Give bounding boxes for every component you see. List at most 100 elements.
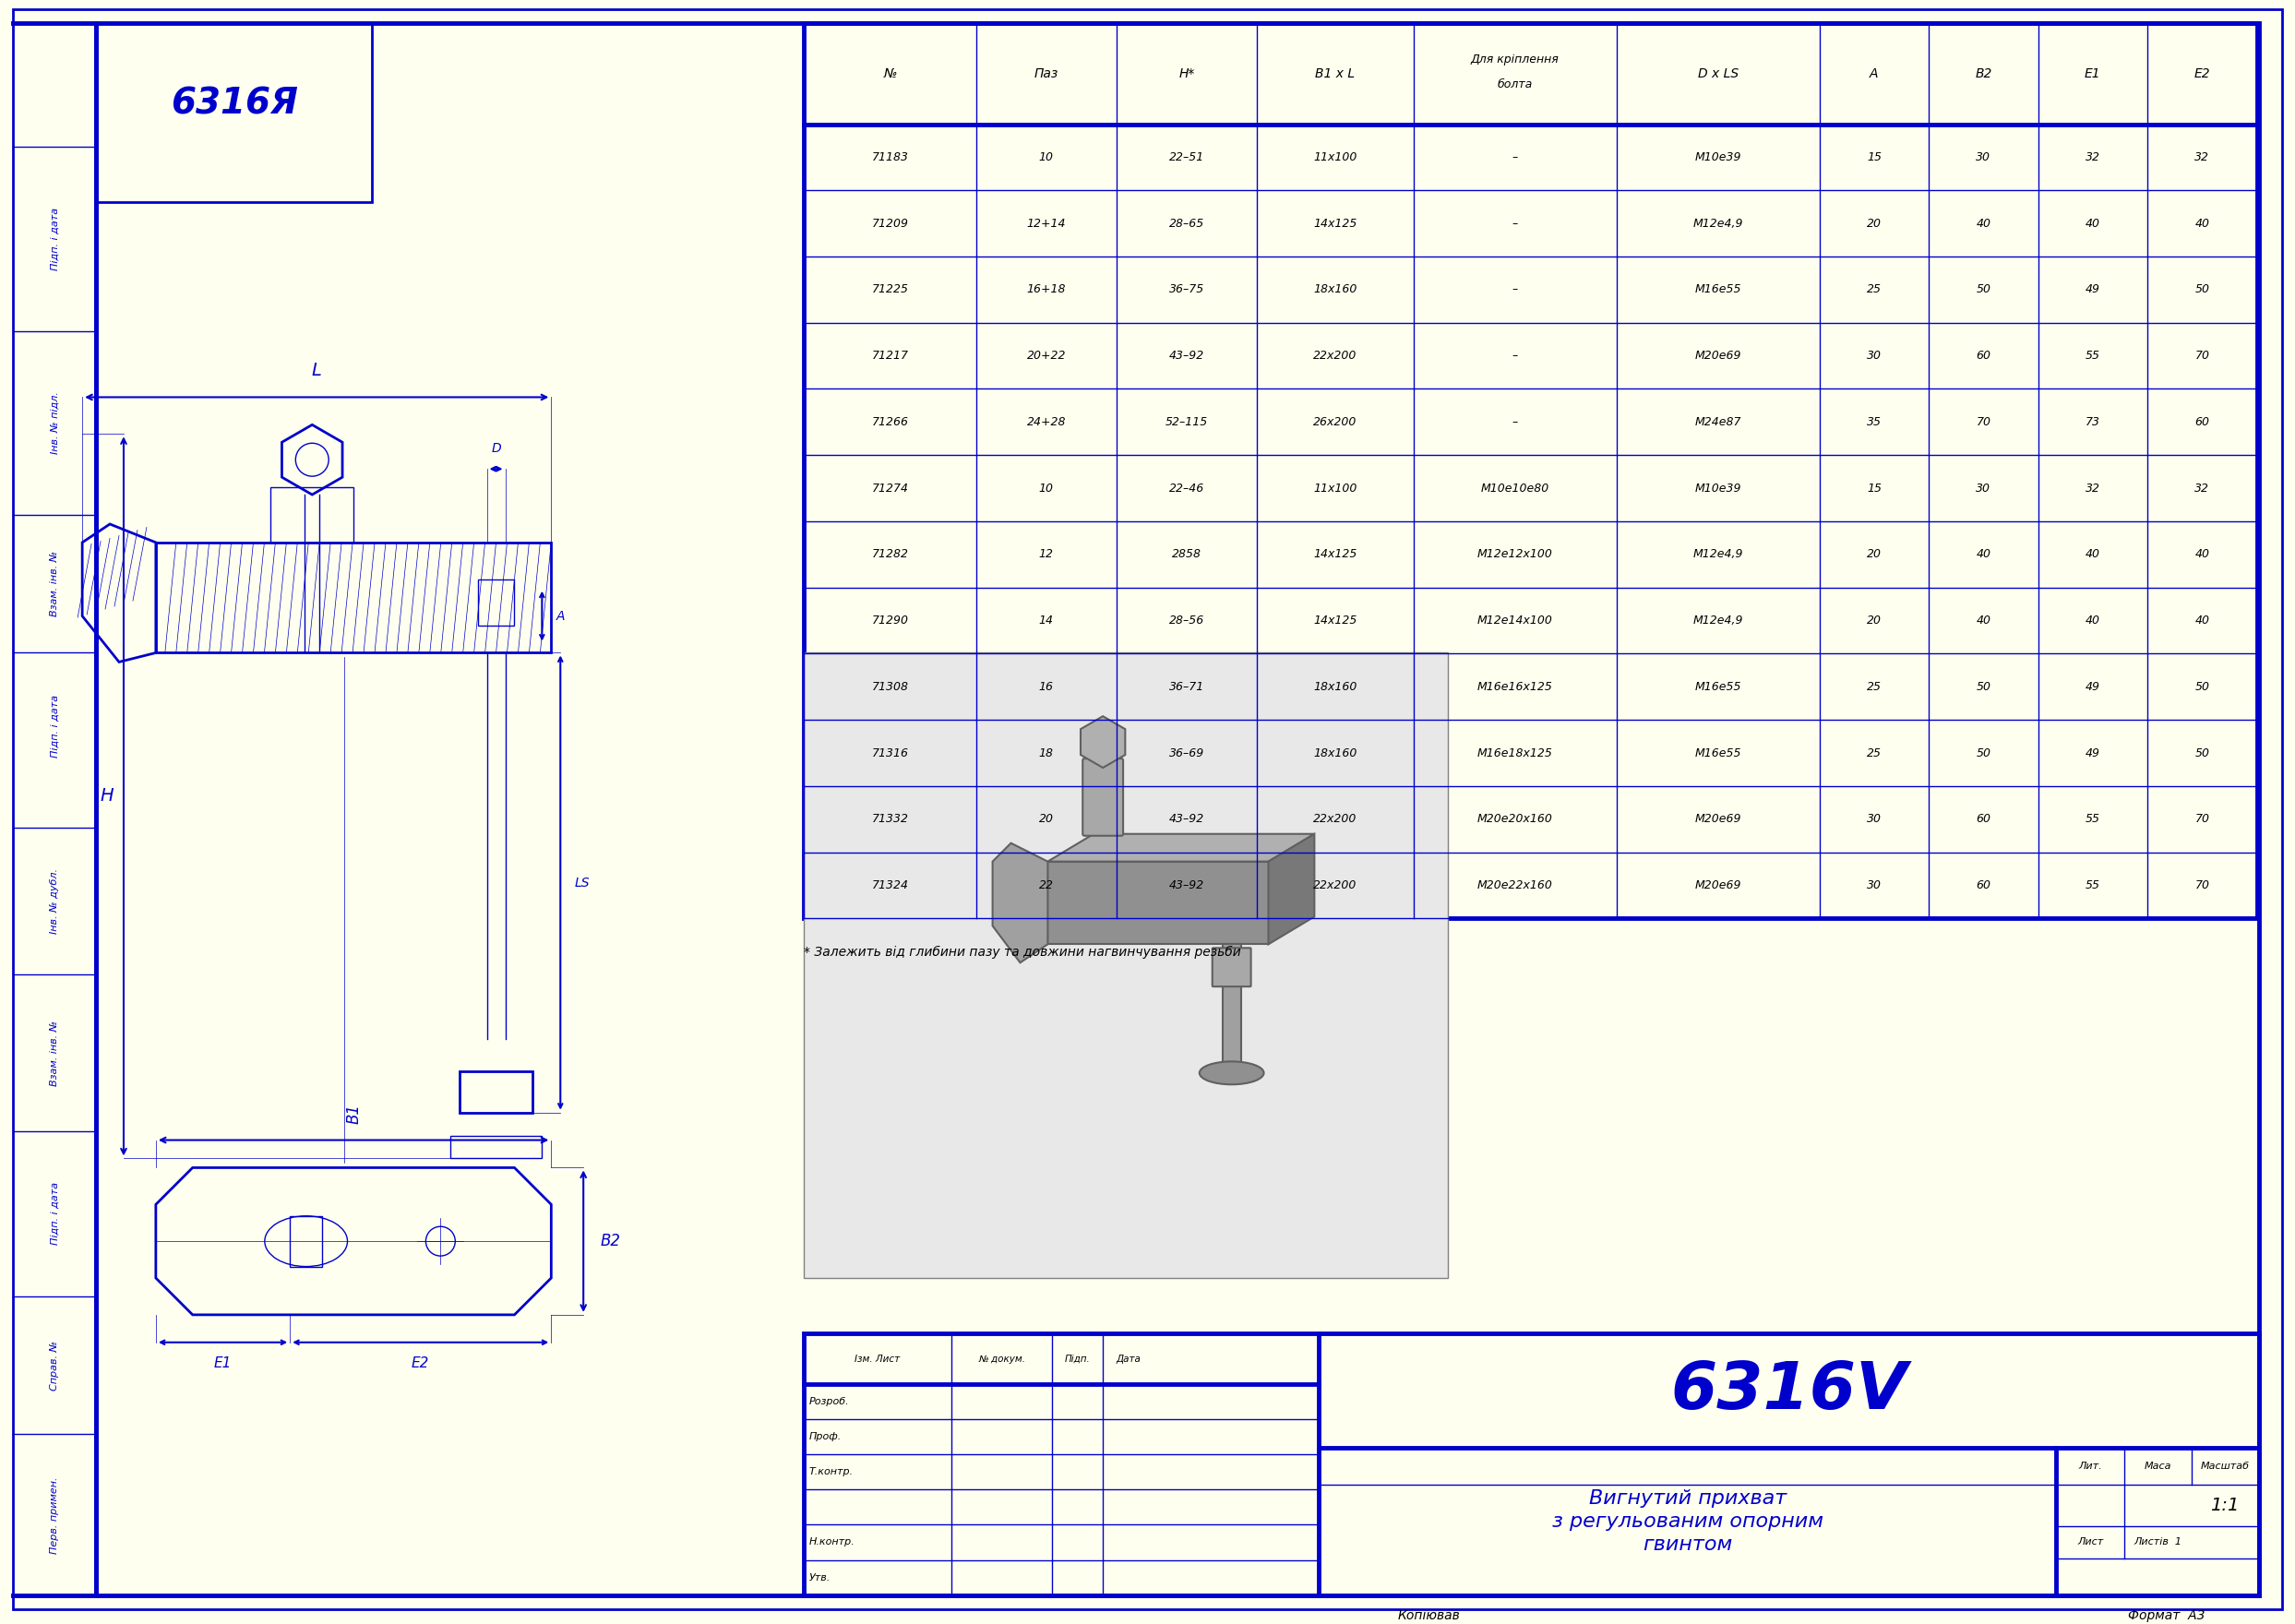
Ellipse shape [1200, 1062, 1265, 1085]
Bar [803, 23, 2256, 919]
Text: 70: 70 [1976, 416, 1990, 429]
Text: 25: 25 [1866, 284, 1882, 296]
Text: 30: 30 [1866, 880, 1882, 892]
Text: 71332: 71332 [872, 814, 909, 825]
Text: Інв. № підл.: Інв. № підл. [50, 391, 60, 455]
Text: Для кріплення: Для кріплення [1471, 54, 1558, 65]
Text: H: H [101, 788, 115, 806]
Text: Паз: Паз [1035, 67, 1058, 80]
Bar [459, 1072, 532, 1112]
Text: Взам. інв. №: Взам. інв. № [50, 551, 60, 617]
Text: 60: 60 [2194, 416, 2210, 429]
Text: 10: 10 [1040, 482, 1053, 494]
Text: 71183: 71183 [872, 151, 909, 164]
Text: 22х200: 22х200 [1313, 349, 1356, 362]
Text: 6316Я: 6316Я [170, 86, 298, 120]
Text: 60: 60 [1976, 349, 1990, 362]
Text: 50: 50 [1976, 747, 1990, 758]
Bar [289, 1216, 321, 1267]
Text: B2: B2 [599, 1233, 620, 1249]
Text: 35: 35 [1866, 416, 1882, 429]
Text: 50: 50 [2194, 284, 2210, 296]
Bar [156, 542, 551, 653]
Text: 40: 40 [1976, 614, 1990, 627]
Text: 14х125: 14х125 [1313, 614, 1356, 627]
Text: Підп. і дата: Підп. і дата [50, 695, 60, 758]
Text: з регульованим опорним: з регульованим опорним [1551, 1512, 1822, 1531]
Text: 71282: 71282 [872, 549, 909, 560]
Text: D: D [491, 442, 500, 455]
Text: 49: 49 [2086, 680, 2100, 693]
Text: Ізм. Лист: Ізм. Лист [856, 1354, 900, 1364]
Text: Вигнутий прихват: Вигнутий прихват [1588, 1489, 1786, 1509]
Text: 50: 50 [2194, 680, 2210, 693]
Text: M16е16х125: M16е16х125 [1478, 680, 1554, 693]
Text: 49: 49 [2086, 747, 2100, 758]
Text: 50: 50 [1976, 680, 1990, 693]
Text: Перв. примен.: Перв. примен. [50, 1476, 60, 1554]
Text: L: L [312, 361, 321, 378]
Text: 11х100: 11х100 [1313, 151, 1356, 164]
Text: 71324: 71324 [872, 880, 909, 892]
Text: 50: 50 [2194, 747, 2210, 758]
Text: Справ. №: Справ. № [50, 1340, 60, 1390]
Text: 26х200: 26х200 [1313, 416, 1356, 429]
Text: 71308: 71308 [872, 680, 909, 693]
Text: 20: 20 [1866, 218, 1882, 229]
Text: 25: 25 [1866, 680, 1882, 693]
Bar [271, 487, 353, 542]
Text: № докум.: № докум. [978, 1354, 1026, 1364]
Text: 52–115: 52–115 [1166, 416, 1207, 429]
Text: 70: 70 [2194, 349, 2210, 362]
Text: 30: 30 [1866, 349, 1882, 362]
Text: A: A [555, 609, 565, 622]
Text: 15: 15 [1866, 151, 1882, 164]
Text: 36–75: 36–75 [1168, 284, 1205, 296]
Text: M12е4,9: M12е4,9 [1694, 614, 1744, 627]
Text: Підп.: Підп. [1065, 1354, 1090, 1364]
Text: Т.контр.: Т.контр. [808, 1466, 854, 1476]
Text: Лист: Лист [2077, 1538, 2102, 1548]
Text: M24е87: M24е87 [1694, 416, 1742, 429]
Text: 14: 14 [1040, 614, 1053, 627]
Text: 11х100: 11х100 [1313, 482, 1356, 494]
Text: 55: 55 [2086, 880, 2100, 892]
Text: 71225: 71225 [872, 284, 909, 296]
Text: Копіював: Копіював [1398, 1609, 1460, 1622]
Text: Масштаб: Масштаб [2201, 1462, 2249, 1471]
Text: 49: 49 [2086, 284, 2100, 296]
Text: Проф.: Проф. [808, 1432, 842, 1440]
Text: 60: 60 [1976, 814, 1990, 825]
FancyBboxPatch shape [1212, 948, 1251, 986]
Text: 40: 40 [2086, 218, 2100, 229]
Text: Підп. і дата: Підп. і дата [50, 1182, 60, 1246]
Text: B1 x L: B1 x L [1315, 67, 1354, 80]
Text: M16е18х125: M16е18х125 [1478, 747, 1554, 758]
Polygon shape [1049, 833, 1315, 861]
Text: 30: 30 [1976, 151, 1990, 164]
Text: M20е22х160: M20е22х160 [1478, 880, 1554, 892]
Text: –: – [1512, 349, 1517, 362]
Text: M12е14х100: M12е14х100 [1478, 614, 1554, 627]
Text: E1: E1 [2084, 67, 2100, 80]
Polygon shape [1049, 861, 1269, 944]
Text: 30: 30 [1976, 482, 1990, 494]
Text: 28–65: 28–65 [1168, 218, 1205, 229]
Text: 40: 40 [2194, 549, 2210, 560]
Text: 32: 32 [2194, 482, 2210, 494]
Text: Листів  1: Листів 1 [2134, 1538, 2183, 1548]
Text: 40: 40 [2194, 218, 2210, 229]
Text: 22х200: 22х200 [1313, 814, 1356, 825]
Text: 40: 40 [2086, 549, 2100, 560]
Text: D x LS: D x LS [1698, 67, 1737, 80]
Text: B2: B2 [1976, 67, 1992, 80]
Text: 71274: 71274 [872, 482, 909, 494]
Text: 70: 70 [2194, 880, 2210, 892]
Text: 14х125: 14х125 [1313, 218, 1356, 229]
Bar [96, 23, 372, 203]
Text: 40: 40 [1976, 218, 1990, 229]
Text: M16е55: M16е55 [1694, 680, 1742, 693]
Bar [1223, 944, 1242, 1082]
Text: Підп. і дата: Підп. і дата [50, 208, 60, 271]
Text: 55: 55 [2086, 349, 2100, 362]
